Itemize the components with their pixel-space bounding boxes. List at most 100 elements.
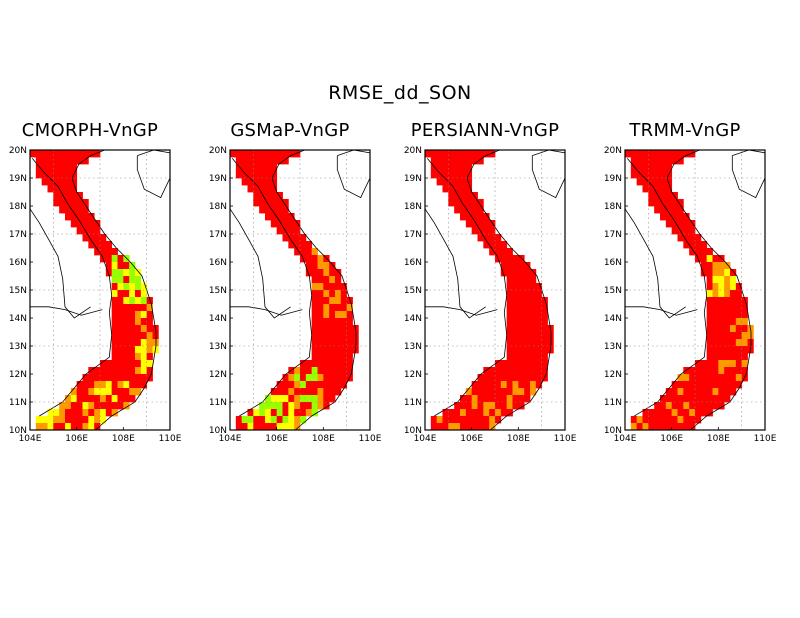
rmse-cell: [683, 227, 690, 235]
rmse-cell: [140, 367, 148, 375]
rmse-cell: [671, 416, 678, 424]
rmse-cell: [129, 388, 136, 396]
rmse-cell: [65, 423, 72, 431]
rmse-cell: [512, 304, 519, 312]
rmse-cell: [270, 388, 278, 396]
rmse-cell: [477, 220, 484, 228]
rmse-cell: [535, 374, 543, 382]
rmse-cell: [276, 388, 283, 396]
rmse-cell: [683, 241, 690, 249]
rmse-cell: [317, 276, 324, 284]
rmse-cell: [329, 304, 336, 312]
rmse-cell: [630, 157, 638, 165]
rmse-cell: [329, 276, 336, 284]
rmse-cell: [448, 409, 455, 417]
rmse-cell: [41, 150, 48, 158]
rmse-cell: [135, 325, 142, 333]
rmse-cell: [654, 402, 661, 410]
rmse-cell: [76, 423, 83, 431]
rmse-cell: [677, 409, 684, 417]
rmse-cell: [265, 395, 272, 403]
rmse-cell: [311, 325, 318, 333]
rmse-cell: [706, 388, 713, 396]
rmse-cell: [430, 171, 438, 179]
lat-tick-label: 10N: [404, 426, 422, 436]
rmse-cell: [442, 150, 449, 158]
rmse-cell: [305, 255, 313, 263]
rmse-cell: [288, 234, 295, 242]
rmse-cell: [730, 311, 737, 319]
rmse-cell: [735, 325, 743, 333]
rmse-cell: [111, 395, 118, 403]
rmse-cell: [735, 311, 743, 319]
rmse-cell: [648, 185, 655, 193]
rmse-cell: [146, 367, 153, 375]
rmse-cell: [541, 297, 548, 305]
rmse-cell: [276, 192, 283, 200]
rmse-cell: [518, 325, 525, 333]
rmse-cell: [305, 367, 313, 375]
rmse-cell: [512, 339, 519, 347]
rmse-cell: [294, 395, 301, 403]
rmse-cell: [500, 269, 508, 277]
rmse-cell: [65, 409, 72, 417]
rmse-cell: [724, 367, 731, 375]
rmse-cell: [317, 304, 324, 312]
rmse-cell: [448, 157, 455, 165]
rmse-cell: [335, 367, 342, 375]
rmse-cell: [689, 416, 696, 424]
rmse-cell: [129, 353, 136, 361]
rmse-cell: [700, 255, 708, 263]
rmse-cell: [265, 206, 272, 214]
rmse-cell: [317, 381, 324, 389]
rmse-cell: [518, 311, 525, 319]
rmse-cell: [323, 381, 330, 389]
rmse-cell: [317, 262, 324, 270]
rmse-cell: [340, 304, 348, 312]
rmse-cell: [724, 283, 731, 291]
rmse-cell: [518, 381, 525, 389]
rmse-cell: [518, 283, 525, 291]
rmse-cell: [718, 346, 725, 354]
rmse-cell: [448, 185, 455, 193]
rmse-cell: [276, 409, 283, 417]
rmse-cell: [718, 290, 725, 298]
rmse-cell: [724, 311, 731, 319]
rmse-cell: [47, 164, 54, 172]
rmse-cell: [512, 255, 519, 263]
rmse-cell: [100, 234, 107, 242]
rmse-cell: [671, 381, 678, 389]
rmse-cell: [724, 360, 731, 368]
rmse-cell: [730, 388, 737, 396]
rmse-cell: [489, 248, 496, 256]
rmse-cell: [677, 220, 684, 228]
rmse-cell: [689, 248, 696, 256]
rmse-cell: [270, 157, 278, 165]
rmse-cell: [35, 164, 43, 172]
rmse-cell: [648, 199, 655, 207]
rmse-cell: [329, 353, 336, 361]
rmse-cell: [282, 220, 289, 228]
rmse-cell: [88, 388, 95, 396]
rmse-cell: [123, 318, 130, 326]
rmse-cell: [465, 402, 473, 410]
rmse-cell: [689, 374, 696, 382]
lat-tick-label: 15N: [604, 286, 622, 296]
rmse-cell: [100, 248, 107, 256]
rmse-cell: [654, 192, 661, 200]
rmse-cell: [712, 311, 719, 319]
rmse-cell: [300, 241, 307, 249]
rmse-cell: [648, 164, 655, 172]
rmse-cell: [123, 388, 130, 396]
rmse-cell: [489, 374, 496, 382]
rmse-cell: [712, 269, 719, 277]
rmse-cell: [506, 395, 513, 403]
rmse-cell: [671, 227, 678, 235]
rmse-cell: [276, 227, 283, 235]
rmse-cell: [630, 416, 638, 424]
rmse-cell: [300, 360, 307, 368]
rmse-cell: [700, 381, 708, 389]
rmse-cell: [654, 423, 661, 431]
rmse-cell: [630, 150, 638, 158]
rmse-cell: [311, 332, 318, 340]
